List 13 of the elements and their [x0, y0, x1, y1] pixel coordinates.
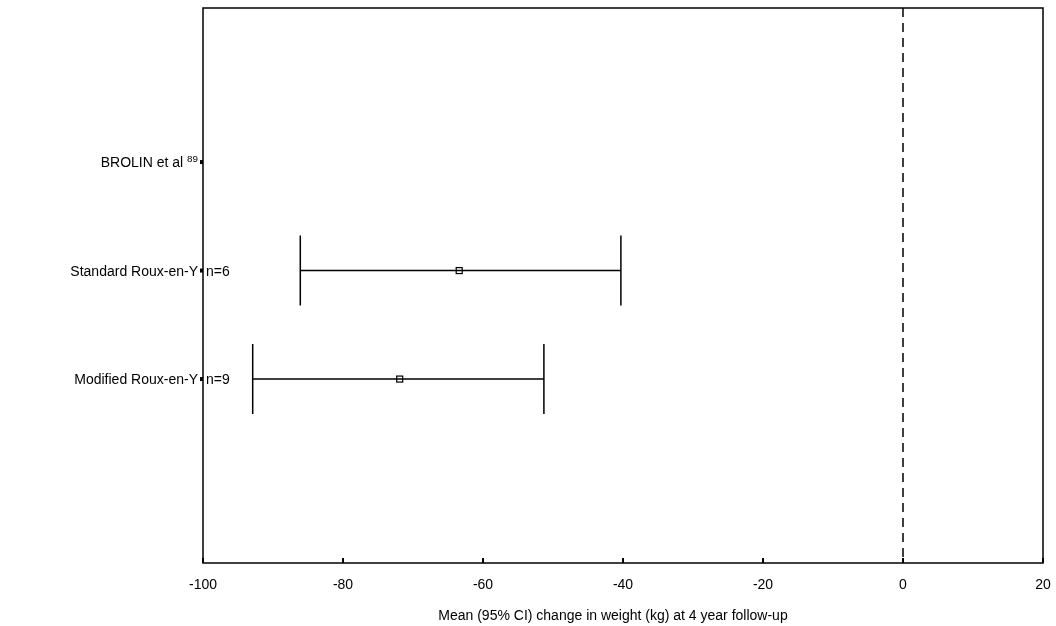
x-tick-label: -60	[472, 576, 494, 592]
annotation: n=6	[206, 262, 230, 279]
y-tick-label: Standard Roux-en-Y	[70, 262, 199, 279]
y-tick-label: Modified Roux-en-Y	[74, 371, 199, 388]
x-tick-label: -40	[612, 576, 634, 592]
x-tick-label: -80	[332, 576, 354, 592]
x-tick-label: -20	[752, 576, 774, 592]
x-tick-label: 20	[1035, 576, 1051, 592]
y-tick-label: BROLIN et al $^{89}$	[100, 152, 198, 171]
x-tick-label: 0	[899, 576, 908, 592]
x-tick-label: -100	[188, 576, 218, 592]
annotation: n=9	[206, 371, 230, 388]
x-axis-title: Mean (95% CI) change in weight (kg) at 4 year follow-up	[438, 607, 788, 623]
